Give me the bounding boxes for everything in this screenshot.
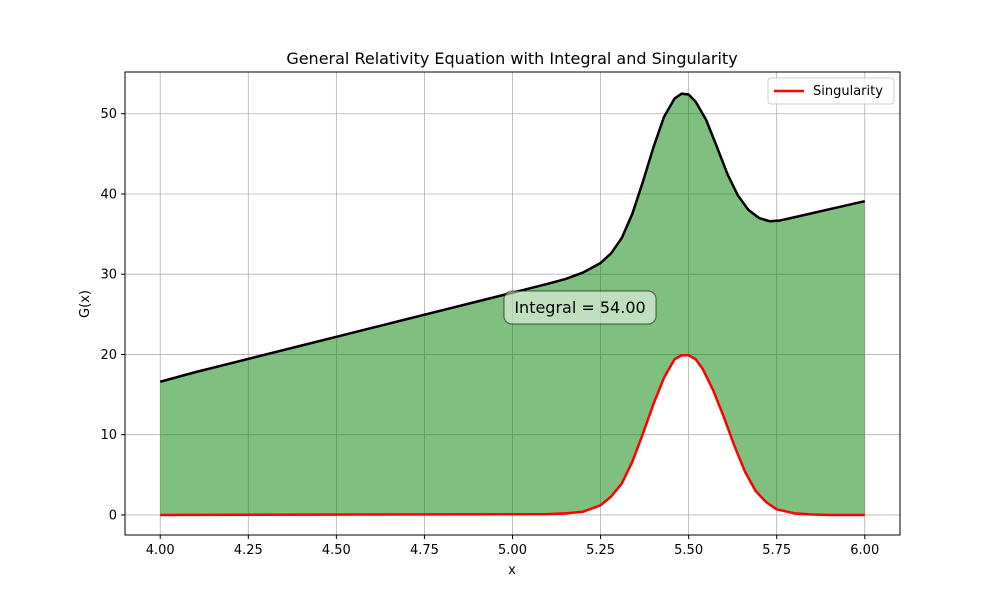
x-tick-label: 5.75 — [762, 543, 791, 558]
annotation-text: Integral = 54.00 — [514, 298, 645, 317]
legend-label-singularity: Singularity — [813, 84, 883, 99]
y-tick-label: 40 — [100, 187, 117, 202]
legend: Singularity — [767, 77, 895, 105]
singularity-line — [160, 354, 865, 517]
legend-box — [767, 77, 895, 105]
x-tick-label: 5.50 — [674, 543, 703, 558]
x-tick-label: 5.00 — [498, 543, 527, 558]
x-tick-label: 6.00 — [850, 543, 879, 558]
annotation-box — [503, 290, 657, 325]
annotation: Integral = 54.00 — [503, 290, 657, 325]
y-axis-label: G(x) — [78, 290, 93, 318]
tick-layer: 4.00 4.25 4.50 4.75 5.00 5.25 5.50 5.75 6.00 0 10 2… — [100, 107, 879, 558]
x-tick-label: 4.75 — [410, 543, 439, 558]
x-tick-label: 4.00 — [146, 543, 175, 558]
line-layer — [159, 92, 866, 517]
y-tick-label: 20 — [100, 348, 117, 363]
x-tick-label: 4.25 — [234, 543, 263, 558]
x-tick-label: 4.50 — [322, 543, 351, 558]
y-tick-label: 30 — [100, 268, 117, 283]
y-tick-label: 10 — [100, 428, 117, 443]
chart-title: General Relativity Equation with Integra… — [286, 49, 737, 68]
y-tick-label: 0 — [109, 508, 117, 523]
x-tick-label: 5.25 — [586, 543, 615, 558]
x-axis-label: x — [508, 563, 516, 578]
y-tick-label: 50 — [100, 107, 117, 122]
main-curve-line — [159, 92, 866, 383]
